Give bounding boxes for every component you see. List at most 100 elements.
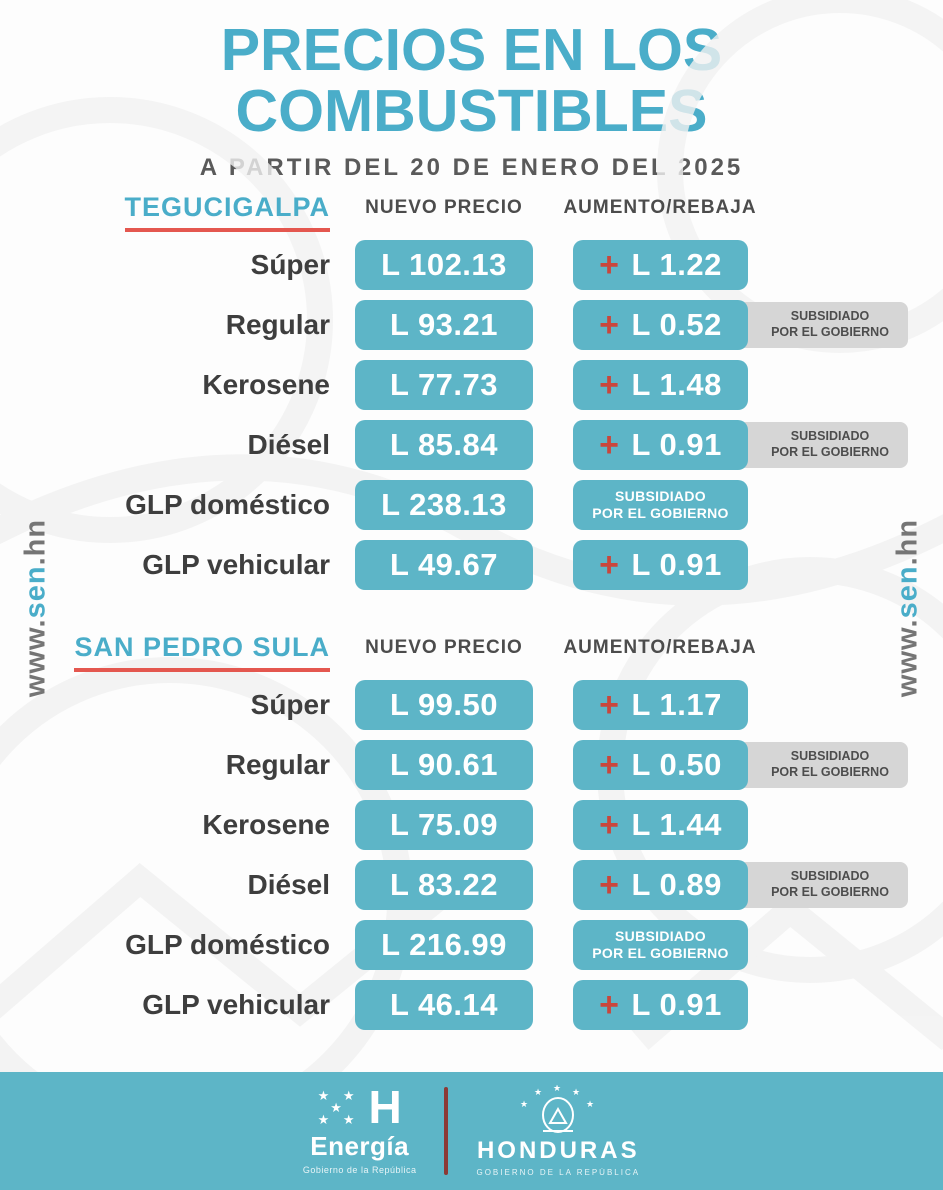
subsidy-line1: SUBSIDIADO: [790, 869, 870, 884]
logo-divider: [444, 1087, 449, 1175]
section-tegucigalpa: TEGUCIGALPA NUEVO PRECIO AUMENTO/REBAJA …: [0, 192, 943, 600]
plus-icon: +: [599, 545, 620, 584]
subsidy-box: SUBSIDIADO POR EL GOBIERNO: [573, 920, 748, 970]
subsidy-badge-text: SUBSIDIADO POR EL GOBIERNO: [771, 749, 889, 780]
honduras-logo: ★ ★ ★ ★ ★ HONDURAS GOBIERNO DE LA REPÚBL…: [476, 1085, 640, 1177]
fuel-row: Kerosene L 77.73 + L 1.48: [0, 360, 943, 410]
price-value: L 99.50: [389, 687, 499, 722]
price-value: L 77.73: [389, 367, 499, 402]
section-header: TEGUCIGALPA NUEVO PRECIO AUMENTO/REBAJA: [0, 192, 943, 240]
change-box: + L 1.22: [573, 240, 748, 290]
subsidy-line2: POR EL GOBIERNO: [771, 885, 889, 899]
fuel-name: GLP vehicular: [142, 989, 330, 1020]
subsidy-box-text: SUBSIDIADO POR EL GOBIERNO: [592, 488, 728, 523]
section-rows: Súper L 102.13 + L 1.22 Regular L 93.21 + L 0.5…: [0, 240, 943, 590]
change-value: L 1.17: [631, 687, 722, 722]
fuel-name: Kerosene: [202, 369, 330, 400]
change-value: L 0.52: [631, 307, 722, 342]
energia-logo: ★ ★ ★ ★ ★ H Energía Gobierno de la Repúbli…: [302, 1081, 417, 1175]
subsidy-box: SUBSIDIADO POR EL GOBIERNO: [573, 480, 748, 530]
subsidy-line2: POR EL GOBIERNO: [771, 765, 889, 779]
fuel-row: GLP vehicular L 46.14 + L 0.91: [0, 980, 943, 1030]
plus-icon: +: [599, 805, 620, 844]
fuel-name: Diésel: [247, 429, 331, 460]
price-box: L 102.13: [355, 240, 533, 290]
coat-of-arms-icon: ★ ★ ★ ★ ★: [520, 1085, 594, 1133]
change-value: L 1.44: [631, 807, 722, 842]
change-box: + L 0.89: [573, 860, 748, 910]
price-box: L 85.84: [355, 420, 533, 470]
fuel-row: Súper L 102.13 + L 1.22: [0, 240, 943, 290]
price-value: L 46.14: [389, 987, 499, 1022]
column-header-new-price: NUEVO PRECIO: [365, 637, 523, 658]
fuel-row: Súper L 99.50 + L 1.17: [0, 680, 943, 730]
change-box: + L 0.91: [573, 540, 748, 590]
fuel-name: GLP doméstico: [125, 929, 330, 960]
fuel-row: GLP vehicular L 49.67 + L 0.91: [0, 540, 943, 590]
fuel-name: Súper: [250, 249, 330, 280]
price-box: L 216.99: [355, 920, 533, 970]
price-box: L 83.22: [355, 860, 533, 910]
price-box: L 99.50: [355, 680, 533, 730]
fuel-row: Regular L 90.61 + L 0.50 SUBSIDIADO POR EL GO…: [0, 740, 943, 790]
subsidy-line1: SUBSIDIADO: [790, 429, 870, 444]
change-box: + L 1.17: [573, 680, 748, 730]
fuel-row: GLP doméstico L 238.13 SUBSIDIADO POR EL GO…: [0, 480, 943, 530]
plus-icon: +: [599, 745, 620, 784]
subsidy-badge: SUBSIDIADO POR EL GOBIERNO: [738, 742, 908, 788]
subsidy-badge-text: SUBSIDIADO POR EL GOBIERNO: [771, 869, 889, 900]
svg-text:★: ★: [520, 1099, 528, 1109]
footer-bar: ★ ★ ★ ★ ★ H Energía Gobierno de la Repúbli…: [0, 1072, 943, 1190]
subsidy-line1: SUBSIDIADO: [790, 309, 870, 324]
svg-text:★: ★: [534, 1087, 542, 1097]
plus-icon: +: [599, 865, 620, 904]
section-rows: Súper L 99.50 + L 1.17 Regular L 90.61 + L 0.50…: [0, 680, 943, 1030]
price-box: L 46.14: [355, 980, 533, 1030]
change-box: + L 1.44: [573, 800, 748, 850]
honduras-subtitle: GOBIERNO DE LA REPÚBLICA: [476, 1168, 641, 1177]
column-header-change: AUMENTO/REBAJA: [563, 197, 757, 218]
change-value: L 0.91: [631, 547, 722, 582]
subsidy-line1: SUBSIDIADO: [790, 749, 870, 764]
subsidy-line2: POR EL GOBIERNO: [592, 505, 729, 521]
change-value: L 0.89: [631, 867, 722, 902]
price-box: L 75.09: [355, 800, 533, 850]
subsidy-line2: POR EL GOBIERNO: [771, 325, 889, 339]
fuel-name: GLP vehicular: [142, 549, 330, 580]
honduras-wordmark: HONDURAS: [476, 1137, 640, 1164]
fuel-row: Diésel L 83.22 + L 0.89 SUBSIDIADO POR EL GOB…: [0, 860, 943, 910]
fuel-name: Kerosene: [202, 809, 330, 840]
subsidy-line1: SUBSIDIADO: [615, 487, 706, 504]
price-box: L 49.67: [355, 540, 533, 590]
price-value: L 93.21: [389, 307, 499, 342]
subsidy-line2: POR EL GOBIERNO: [771, 445, 889, 459]
price-value: L 216.99: [381, 927, 507, 962]
svg-text:★: ★: [553, 1085, 561, 1093]
change-box: + L 0.91: [573, 420, 748, 470]
plus-icon: +: [599, 425, 620, 464]
plus-icon: +: [599, 985, 620, 1024]
fuel-name: Regular: [225, 309, 330, 340]
change-value: L 0.91: [631, 427, 722, 462]
price-value: L 75.09: [389, 807, 499, 842]
plus-icon: +: [599, 365, 620, 404]
subsidy-badge: SUBSIDIADO POR EL GOBIERNO: [738, 422, 908, 468]
energia-subtitle: Gobierno de la República: [302, 1164, 417, 1175]
svg-text:★: ★: [572, 1087, 580, 1097]
change-box: + L 0.50: [573, 740, 748, 790]
h-monogram: H: [368, 1081, 402, 1134]
plus-icon: +: [599, 685, 620, 724]
energia-wordmark: Energía: [310, 1130, 410, 1161]
title-line2: COMBUSTIBLES: [235, 77, 708, 144]
change-box: + L 1.48: [573, 360, 748, 410]
change-value: L 0.91: [631, 987, 722, 1022]
subsidy-badge: SUBSIDIADO POR EL GOBIERNO: [738, 862, 908, 908]
plus-icon: +: [599, 245, 620, 284]
fuel-name: GLP doméstico: [125, 489, 330, 520]
fuel-row: Kerosene L 75.09 + L 1.44: [0, 800, 943, 850]
column-header-change: AUMENTO/REBAJA: [563, 637, 757, 658]
city-name: SAN PEDRO SULA: [74, 632, 330, 672]
fuel-row: Regular L 93.21 + L 0.52 SUBSIDIADO POR EL GO…: [0, 300, 943, 350]
section-header: SAN PEDRO SULA NUEVO PRECIO AUMENTO/REBA…: [0, 632, 943, 680]
